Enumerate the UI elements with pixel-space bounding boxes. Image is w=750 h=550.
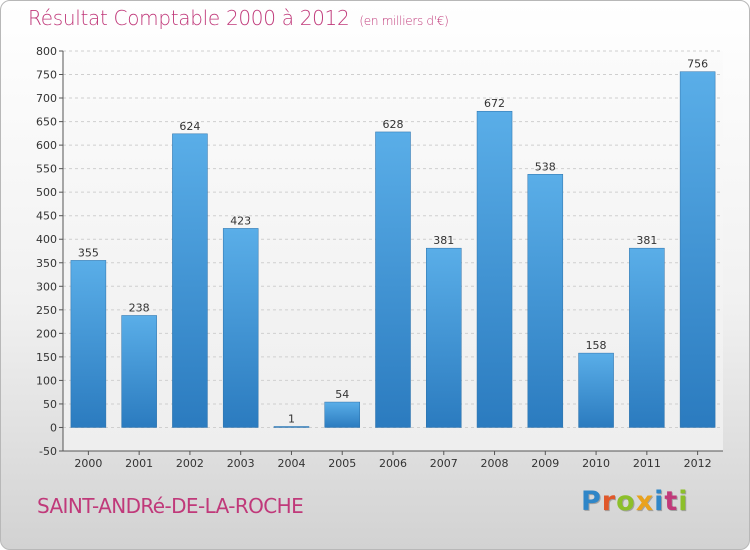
value-label-2007: 381 — [433, 234, 454, 247]
x-axis: 2000 2001 2002 2003 2004 2005 2006 2007 2008 2009… — [63, 450, 723, 470]
y-tick-label: 0 — [50, 421, 57, 434]
bar-2004 — [273, 426, 310, 428]
y-tick-label: 100 — [36, 374, 57, 387]
bar-2010 — [578, 352, 614, 428]
y-tick-label: 50 — [43, 398, 57, 411]
value-label-2012: 756 — [687, 58, 708, 71]
logo-letter: r — [601, 486, 617, 517]
value-label-2006: 628 — [383, 118, 404, 131]
value-label-2010: 158 — [586, 339, 607, 352]
y-tick-label: 450 — [36, 210, 57, 223]
x-tick-label: 2002 — [176, 457, 204, 470]
y-tick-label: 400 — [36, 233, 57, 246]
logo-letter: x — [635, 486, 655, 517]
bar-2005 — [324, 401, 360, 428]
x-tick-label: 2011 — [633, 457, 661, 470]
y-tick-label: 550 — [36, 163, 57, 176]
bar-2007 — [426, 247, 462, 428]
y-axis: -50 0 50 100 150 200 250 300 350 400 450 500 550 600 6… — [36, 45, 64, 458]
x-tick-label: 2005 — [328, 457, 356, 470]
bar-2003 — [222, 228, 259, 428]
bar-2012 — [679, 71, 716, 428]
town-name: SAINT-ANDRé-DE-LA-ROCHE — [37, 494, 304, 518]
bar-2008 — [476, 110, 513, 428]
x-tick-label: 2007 — [430, 457, 458, 470]
x-tick-label: 2012 — [684, 457, 712, 470]
x-tick-label: 2009 — [531, 457, 559, 470]
value-label-2011: 381 — [636, 234, 657, 247]
chart-title-text: Résultat Comptable 2000 à 2012 — [28, 6, 350, 30]
value-label-2008: 672 — [484, 97, 505, 110]
value-label-2005: 54 — [335, 388, 349, 401]
y-tick-label: 500 — [36, 186, 57, 199]
x-tick-label: 2003 — [227, 457, 255, 470]
value-label-2000: 355 — [78, 246, 99, 259]
bar-2000 — [70, 260, 107, 428]
value-label-2003: 423 — [230, 214, 251, 227]
logo-letter: i — [678, 486, 689, 517]
bar-2011 — [629, 247, 665, 428]
x-tick-label: 2010 — [582, 457, 610, 470]
value-label-2002: 624 — [179, 120, 200, 133]
y-tick-label: 150 — [36, 351, 57, 364]
bar-2009 — [527, 174, 564, 428]
chart-unit: (en milliers d'€) — [359, 14, 449, 28]
logo-letter: o — [616, 486, 636, 517]
bar-2006 — [375, 131, 411, 428]
y-tick-label: -50 — [39, 445, 57, 458]
value-labels: 355 238 624 423 1 54 628 381 672 538 158 381 756 — [78, 58, 708, 426]
y-tick-label: 600 — [36, 139, 57, 152]
y-tick-label: 300 — [36, 280, 57, 293]
x-tick-label: 2008 — [481, 457, 509, 470]
logo-letter: P — [581, 486, 602, 517]
x-tick-label: 2006 — [379, 457, 407, 470]
bars — [70, 71, 716, 428]
y-tick-label: 700 — [36, 92, 57, 105]
value-label-2004: 1 — [288, 412, 295, 425]
logo-letter: i — [654, 486, 665, 517]
y-tick-label: 250 — [36, 304, 57, 317]
y-tick-label: 750 — [36, 69, 57, 82]
y-tick-label: 800 — [36, 45, 57, 58]
bar-2001 — [121, 315, 157, 428]
x-tick-label: 2000 — [74, 457, 102, 470]
logo-letter: t — [664, 486, 679, 517]
bar-2002 — [172, 133, 208, 428]
proxiti-logo: Proxiti — [581, 486, 689, 517]
chart-title: Résultat Comptable 2000 à 2012 (en millie… — [28, 6, 449, 30]
x-tick-label: 2004 — [277, 457, 305, 470]
value-label-2001: 238 — [129, 301, 150, 314]
y-tick-label: 350 — [36, 257, 57, 270]
y-tick-label: 650 — [36, 116, 57, 129]
y-tick-label: 200 — [36, 327, 57, 340]
value-label-2009: 538 — [535, 160, 556, 173]
x-tick-label: 2001 — [125, 457, 153, 470]
